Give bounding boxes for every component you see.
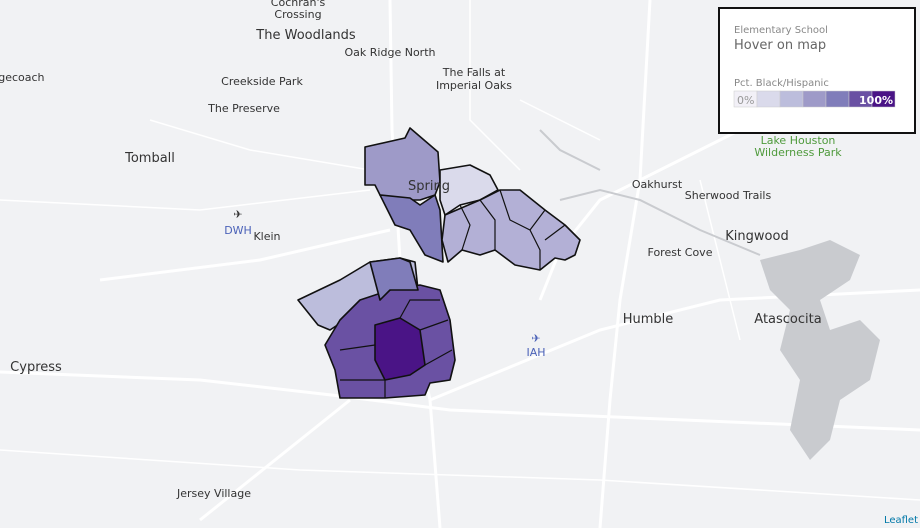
airport-icon: ✈ — [531, 332, 540, 345]
place-label: Sherwood Trails — [685, 189, 772, 202]
place-label: Klein — [253, 230, 280, 243]
place-label: Spring — [408, 179, 450, 194]
airport-label: DWH — [224, 224, 252, 237]
park-label: Wilderness Park — [754, 146, 842, 159]
airport-label: IAH — [526, 346, 545, 359]
water — [539, 129, 880, 460]
legend-max-label: 100% — [859, 94, 893, 107]
place-label: Tomball — [124, 151, 175, 166]
legend-box — [718, 7, 916, 134]
legend-title: Elementary School — [734, 25, 828, 36]
place-label: The Falls at — [442, 66, 506, 79]
zone[interactable] — [374, 317, 426, 381]
place-label: Oak Ridge North — [345, 46, 436, 59]
legend-scale-label: Pct. Black/Hispanic — [734, 78, 829, 89]
place-label: Kingwood — [725, 229, 788, 244]
place-label: Imperial Oaks — [436, 79, 512, 92]
place-label: Cochran's — [271, 0, 326, 9]
place-label: The Preserve — [207, 102, 280, 115]
park-label: Lake Houston — [761, 134, 836, 147]
legend-min-label: 0% — [737, 94, 754, 107]
zone[interactable] — [369, 257, 419, 301]
place-label: agecoach — [0, 71, 45, 84]
place-label: Cypress — [10, 360, 62, 375]
attribution[interactable]: Leaflet — [884, 515, 918, 526]
place-label: Humble — [623, 312, 674, 327]
school-zones[interactable] — [297, 127, 581, 399]
place-label: Forest Cove — [648, 246, 713, 259]
legend-subtitle: Hover on map — [734, 38, 826, 53]
place-label: Oakhurst — [632, 178, 683, 191]
legend: Elementary School Hover on map Pct. Blac… — [718, 7, 916, 134]
zone[interactable] — [441, 189, 581, 271]
place-label: Atascocita — [754, 312, 821, 327]
legend-swatches — [733, 90, 896, 108]
place-label: Crossing — [274, 8, 321, 21]
airport-icon: ✈ — [233, 208, 242, 221]
zone[interactable] — [364, 127, 441, 206]
place-label: Jersey Village — [176, 487, 251, 500]
zone[interactable] — [379, 194, 444, 263]
place-label: Creekside Park — [221, 75, 303, 88]
place-label: The Woodlands — [255, 28, 356, 43]
